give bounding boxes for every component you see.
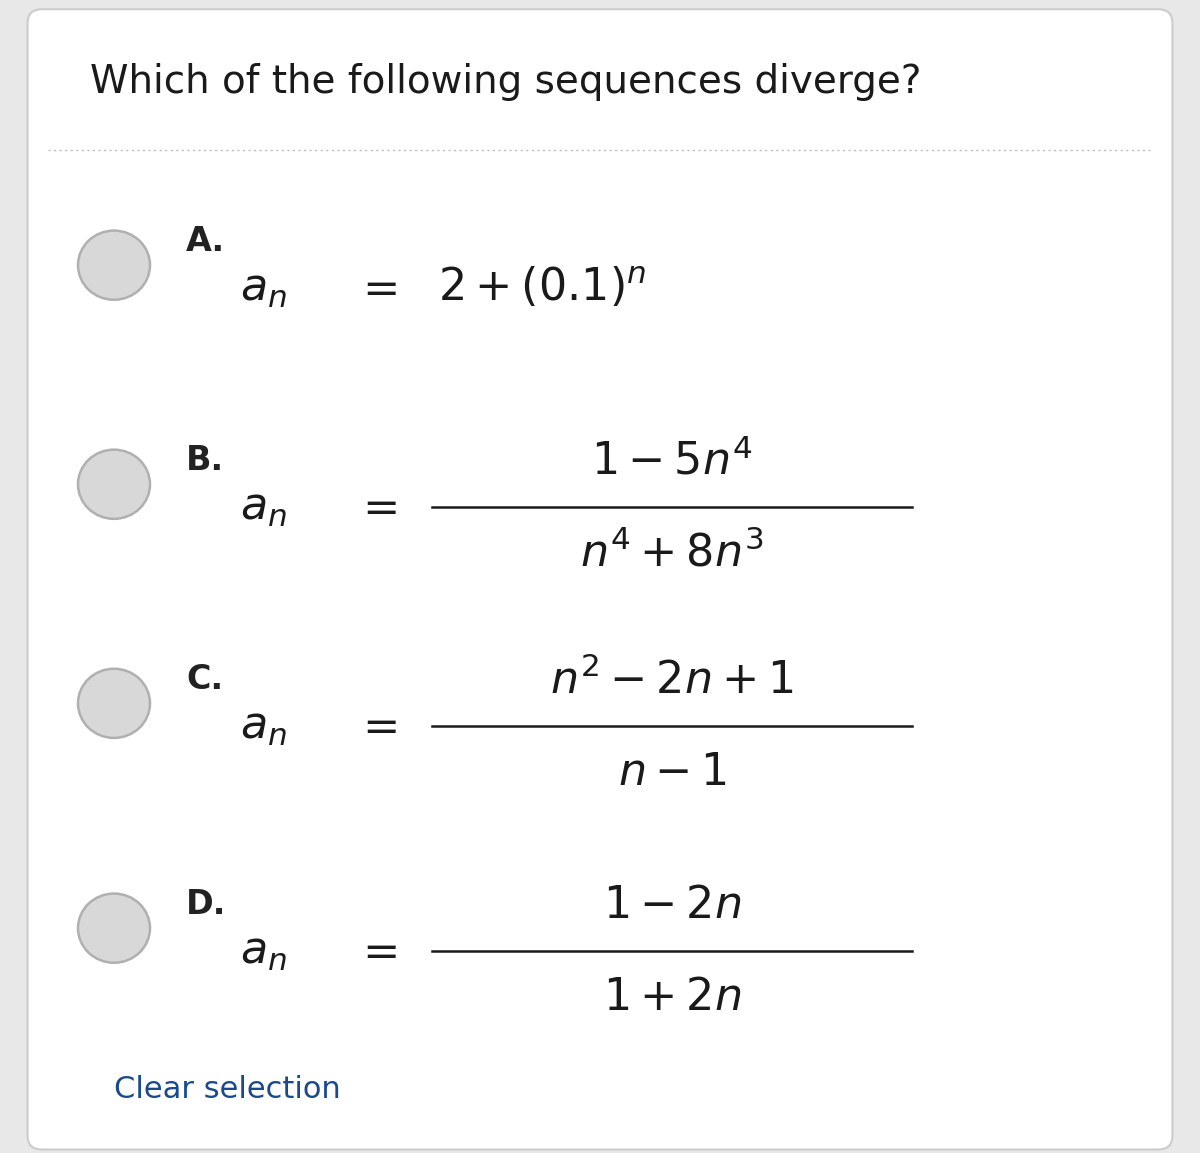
- FancyBboxPatch shape: [28, 9, 1172, 1150]
- Text: $=$: $=$: [354, 929, 397, 973]
- Text: B.: B.: [186, 444, 224, 477]
- Text: C.: C.: [186, 663, 223, 696]
- Text: $a_n$: $a_n$: [240, 929, 287, 973]
- Text: D.: D.: [186, 888, 227, 921]
- Text: $=$: $=$: [354, 704, 397, 748]
- Text: $1 - 5n^4$: $1 - 5n^4$: [592, 439, 752, 483]
- Text: $a_n$: $a_n$: [240, 485, 287, 529]
- Text: $n - 1$: $n - 1$: [618, 751, 726, 794]
- Text: $1 + 2n$: $1 + 2n$: [602, 975, 742, 1019]
- Text: $n^4 + 8n^3$: $n^4 + 8n^3$: [580, 532, 764, 575]
- Text: $=$: $=$: [354, 485, 397, 529]
- Text: $a_n$: $a_n$: [240, 266, 287, 310]
- Text: Clear selection: Clear selection: [114, 1075, 341, 1105]
- Text: $n^2 - 2n + 1$: $n^2 - 2n + 1$: [551, 658, 793, 702]
- Text: A.: A.: [186, 225, 226, 258]
- Text: $2 + (0.1)^n$: $2 + (0.1)^n$: [438, 266, 647, 310]
- Text: $1 - 2n$: $1 - 2n$: [602, 883, 742, 927]
- Circle shape: [78, 231, 150, 300]
- Circle shape: [78, 669, 150, 738]
- Circle shape: [78, 450, 150, 519]
- Circle shape: [78, 894, 150, 963]
- Text: $=$: $=$: [354, 266, 397, 310]
- Text: Which of the following sequences diverge?: Which of the following sequences diverge…: [90, 63, 922, 101]
- Text: $a_n$: $a_n$: [240, 704, 287, 748]
